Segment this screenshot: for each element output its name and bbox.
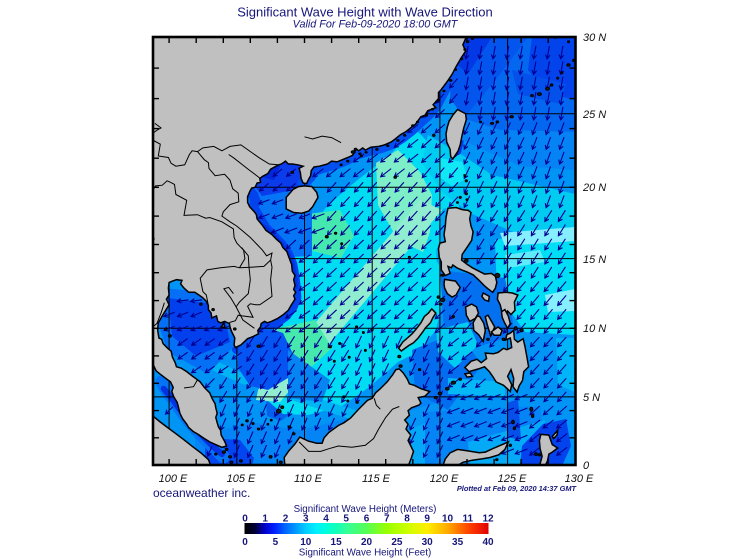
svg-text:12: 12 (482, 514, 494, 525)
svg-text:100 E: 100 E (159, 473, 188, 485)
svg-text:25 N: 25 N (582, 109, 606, 121)
svg-text:125 E: 125 E (498, 473, 527, 485)
svg-text:9: 9 (424, 514, 430, 525)
svg-text:8: 8 (404, 514, 410, 525)
svg-text:105 E: 105 E (227, 473, 256, 485)
svg-text:20: 20 (361, 537, 373, 548)
svg-text:Significant Wave Height (Feet): Significant Wave Height (Feet) (299, 548, 432, 559)
svg-text:1: 1 (262, 514, 268, 525)
svg-text:15: 15 (331, 537, 343, 548)
svg-text:10 N: 10 N (583, 323, 606, 335)
svg-text:Significant Wave Height with W: Significant Wave Height with Wave Direct… (237, 5, 493, 20)
svg-text:3: 3 (303, 514, 309, 525)
svg-text:20 N: 20 N (582, 182, 606, 194)
svg-text:10: 10 (442, 514, 454, 525)
svg-text:11: 11 (463, 514, 474, 525)
svg-text:30 N: 30 N (583, 32, 606, 44)
svg-text:10: 10 (300, 537, 312, 548)
svg-text:115 E: 115 E (362, 473, 391, 485)
svg-text:110 E: 110 E (294, 473, 323, 485)
svg-text:35: 35 (452, 537, 464, 548)
svg-text:5: 5 (273, 537, 279, 548)
svg-text:0: 0 (242, 514, 248, 525)
svg-text:40: 40 (482, 537, 494, 548)
svg-text:0: 0 (242, 537, 248, 548)
svg-text:Plotted at Feb 09, 2020 14:37: Plotted at Feb 09, 2020 14:37 GMT (457, 484, 578, 493)
svg-text:130 E: 130 E (565, 473, 594, 485)
svg-text:oceanweather inc.: oceanweather inc. (153, 486, 250, 500)
svg-text:4: 4 (323, 514, 329, 525)
svg-text:5: 5 (343, 514, 349, 525)
svg-text:30: 30 (422, 537, 434, 548)
svg-text:Valid For Feb-09-2020 18:00 GM: Valid For Feb-09-2020 18:00 GMT (293, 19, 459, 31)
svg-text:15 N: 15 N (583, 254, 606, 266)
svg-text:2: 2 (283, 514, 289, 525)
svg-text:Significant Wave Height (Meter: Significant Wave Height (Meters) (294, 504, 437, 515)
svg-text:120 E: 120 E (430, 473, 459, 485)
svg-text:0: 0 (583, 460, 590, 472)
svg-text:7: 7 (384, 514, 390, 525)
svg-text:25: 25 (391, 537, 403, 548)
svg-text:5 N: 5 N (583, 392, 600, 404)
svg-text:6: 6 (364, 514, 370, 525)
